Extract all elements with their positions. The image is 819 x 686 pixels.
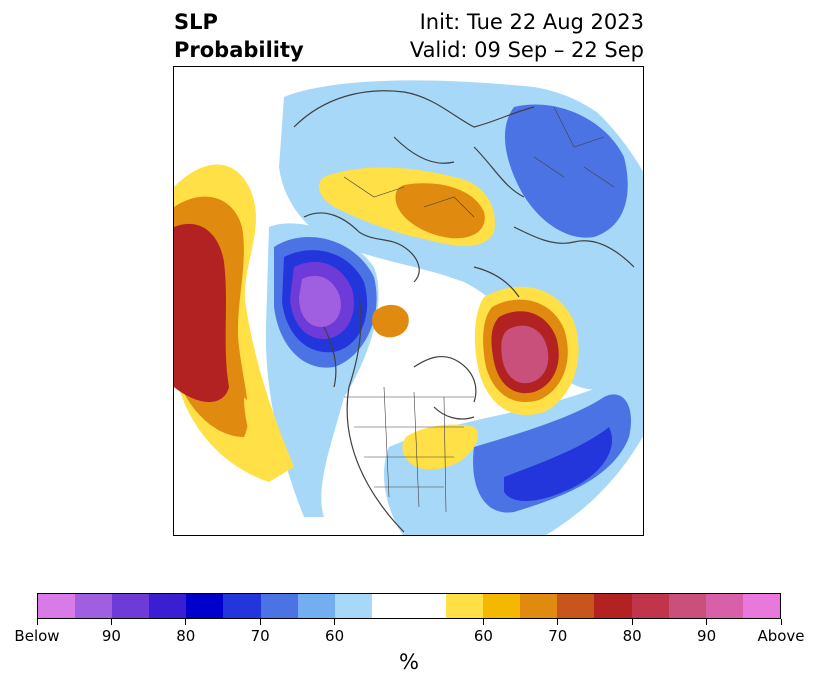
- colorbar-swatch: [631, 594, 669, 618]
- colorbar-tick: [259, 619, 261, 625]
- colorbar-swatch: [594, 594, 632, 618]
- title-line-probability: Probability: [174, 38, 304, 62]
- colorbar-swatch: [408, 594, 447, 618]
- colorbar-unit-label: %: [399, 650, 419, 674]
- blue-region-north-east: [504, 104, 628, 238]
- colorbar-swatch: [112, 594, 150, 618]
- probability-colorbar: [37, 593, 781, 619]
- coastlines: [293, 90, 635, 533]
- yellow-region-west-coast: [244, 397, 286, 469]
- colorbar-swatch: [38, 594, 76, 618]
- colorbar-tick: [334, 619, 336, 625]
- colorbar-tick-label: 70: [548, 627, 568, 645]
- colorbar-tick: [706, 619, 708, 625]
- colorbar-tick: [110, 619, 112, 625]
- colorbar-swatch: [334, 594, 372, 618]
- colorbar-swatch: [75, 594, 113, 618]
- colorbar-swatch: [742, 594, 780, 618]
- colorbar-tick-label: 60: [473, 627, 493, 645]
- dark-blue-region-southeast: [504, 427, 613, 502]
- violet-core-pacific-low: [299, 275, 341, 327]
- colorbar-tick-label: 70: [250, 627, 270, 645]
- colorbar-swatch: [483, 594, 521, 618]
- map-title: SLP Probability: [174, 8, 304, 64]
- colorbar-tick: [482, 619, 484, 625]
- colorbar-tick: [557, 619, 559, 625]
- colorbar-swatch: [520, 594, 558, 618]
- colorbar-tick: [780, 619, 782, 625]
- orange-region-arctic: [395, 183, 485, 239]
- polar-map-svg: [174, 67, 643, 535]
- borders: [343, 106, 615, 513]
- colorbar-swatch: [260, 594, 298, 618]
- valid-range: Valid: 09 Sep – 22 Sep: [409, 38, 644, 62]
- colorbar-swatch: [705, 594, 743, 618]
- pink-core-atlantic-high: [501, 325, 549, 384]
- colorbar-tick-label: 80: [622, 627, 642, 645]
- colorbar-swatch: [297, 594, 335, 618]
- colorbar-tick-label: 90: [101, 627, 121, 645]
- init-date: Init: Tue 22 Aug 2023: [419, 10, 644, 34]
- colorbar-tick-label: 60: [325, 627, 345, 645]
- colorbar-tick-label: Above: [757, 627, 805, 645]
- colorbar-tick: [36, 619, 38, 625]
- polar-map: [173, 66, 644, 536]
- colorbar-swatch: [149, 594, 187, 618]
- yellow-region-east-na: [402, 424, 479, 470]
- red-region-west: [174, 223, 229, 402]
- colorbar-swatch: [446, 594, 484, 618]
- colorbar-swatch: [223, 594, 261, 618]
- colorbar-tick: [631, 619, 633, 625]
- colorbar-tick: [185, 619, 187, 625]
- forecast-dates: Init: Tue 22 Aug 2023 Valid: 09 Sep – 22…: [410, 8, 644, 64]
- colorbar-swatch: [186, 594, 224, 618]
- orange-pole-high: [372, 304, 409, 338]
- title-line-slp: SLP: [174, 10, 218, 34]
- colorbar-tick-label: Below: [14, 627, 60, 645]
- colorbar-swatch: [557, 594, 595, 618]
- colorbar-swatch: [371, 594, 409, 618]
- colorbar-tick-label: 90: [697, 627, 717, 645]
- colorbar-swatch: [668, 594, 706, 618]
- colorbar-tick-label: 80: [176, 627, 196, 645]
